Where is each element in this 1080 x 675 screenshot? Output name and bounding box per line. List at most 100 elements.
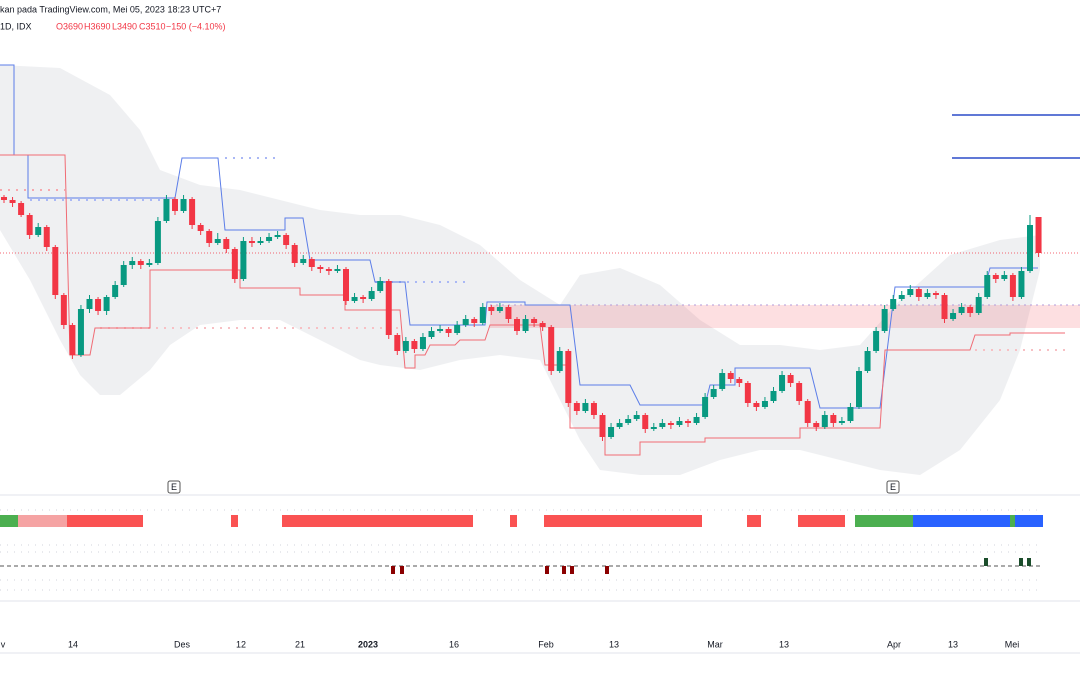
candle-body (43, 227, 50, 247)
candle-body (633, 415, 640, 419)
candle-body (650, 427, 657, 429)
candle-body (360, 297, 367, 299)
candle-body (428, 331, 435, 337)
candle-body (667, 423, 674, 425)
candle-body (514, 319, 520, 331)
state (855, 515, 913, 527)
signal (1019, 558, 1023, 566)
candle-body (1001, 275, 1008, 279)
candle-body (941, 295, 948, 319)
state (0, 515, 18, 527)
candle-body (779, 375, 786, 391)
state (544, 515, 702, 527)
event-box (167, 480, 181, 494)
candle-body (163, 199, 170, 221)
candle-body (462, 319, 469, 325)
candle-body (967, 307, 974, 313)
candle-body (18, 203, 25, 215)
candle-body (710, 389, 717, 397)
candle-body (685, 421, 691, 423)
candle-body (402, 341, 409, 351)
candle-body (266, 237, 273, 241)
event-label: E (171, 482, 177, 492)
source-line: kan pada TradingView.com, Mei 05, 2023 1… (0, 4, 221, 14)
candle-body (556, 351, 563, 371)
candle-body (898, 295, 905, 299)
candle-body (1009, 275, 1016, 297)
candle-body (283, 235, 290, 245)
candle-body (351, 297, 358, 301)
candle-body (770, 391, 777, 401)
ohlc-low: L3490 (112, 21, 137, 31)
candle-body (830, 415, 837, 423)
candle-body (548, 327, 555, 371)
candle-body (625, 419, 632, 423)
state (510, 515, 517, 527)
signal-bars (391, 566, 609, 574)
candle-body (231, 249, 238, 279)
candle-body (274, 235, 281, 237)
state (67, 515, 143, 527)
candle-body (847, 407, 854, 421)
candle-body (385, 281, 392, 335)
candle-body (334, 269, 341, 271)
x-label: 12 (236, 639, 246, 649)
state-bar (0, 515, 1043, 527)
candle-body (496, 307, 503, 311)
candle-body (35, 227, 42, 235)
candle-body (223, 239, 230, 249)
candle-body (787, 375, 794, 383)
x-label: 13 (948, 639, 958, 649)
candle-body (308, 259, 315, 267)
signal (1027, 558, 1031, 566)
candle-body (86, 299, 93, 309)
x-label: 13 (609, 639, 619, 649)
candle-body (240, 241, 247, 279)
candle-body (214, 239, 221, 243)
candle-body (419, 337, 426, 349)
candle-body (411, 341, 418, 349)
candle-body (52, 247, 59, 295)
x-label: 14 (68, 639, 78, 649)
signal (605, 566, 609, 574)
candle-body (197, 225, 204, 231)
candle-body (573, 403, 580, 411)
candle-body (881, 309, 888, 331)
candle-body (531, 319, 538, 323)
x-label: Mar (707, 639, 723, 649)
state (1015, 515, 1043, 527)
candle-body (120, 265, 127, 285)
candle-body (60, 295, 67, 325)
candle-body (26, 215, 33, 235)
candle-body (813, 423, 820, 427)
candle-body (838, 421, 845, 423)
candle-body (992, 275, 999, 279)
x-label: 16 (449, 639, 459, 649)
candle-body (479, 307, 486, 323)
signal-bars (984, 558, 1031, 566)
candle-body (291, 245, 298, 263)
candle-body (488, 307, 495, 311)
candle-body (864, 351, 871, 371)
candle-body (907, 289, 914, 295)
candle-body (590, 403, 597, 415)
event-box (886, 480, 900, 494)
candle-body (1035, 217, 1042, 253)
candle-body (821, 415, 828, 427)
candle-body (112, 285, 119, 297)
candle-body (154, 221, 161, 263)
candle-body (505, 307, 512, 319)
candle-body (437, 329, 444, 331)
x-label: v (1, 639, 6, 649)
candle-body (189, 199, 196, 225)
candle-body (1027, 225, 1033, 271)
event-label: E (890, 482, 896, 492)
candle-body (539, 323, 546, 327)
candle-body (890, 299, 897, 309)
signal (562, 566, 566, 574)
lower-channel (0, 154, 1065, 456)
x-label: 21 (295, 639, 305, 649)
x-label: 13 (779, 639, 789, 649)
